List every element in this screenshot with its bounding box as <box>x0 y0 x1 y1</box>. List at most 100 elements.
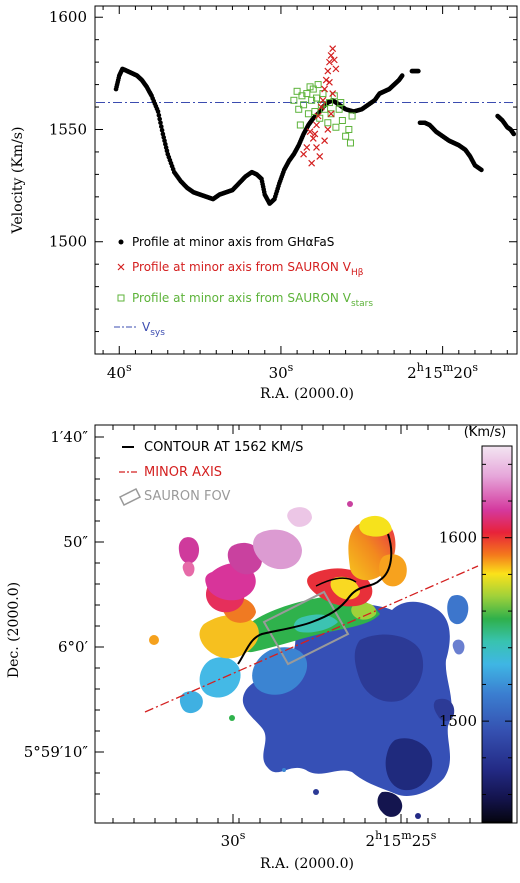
ghafas-point <box>479 167 484 173</box>
blob-dark-blue <box>354 634 424 702</box>
sauron-stars-point <box>316 114 324 122</box>
legend-entry-text: Vsys <box>142 320 165 338</box>
ghafas-point <box>511 131 517 137</box>
tick-seconds-unit: s <box>126 361 132 374</box>
ghafas-point <box>158 120 163 126</box>
speck-orange <box>149 635 159 645</box>
map-legend: CONTOUR AT 1562 KM/S MINOR AXIS SAURON FOV <box>118 440 303 507</box>
sauron-hbeta-point <box>330 56 338 64</box>
tick-seconds-unit: s <box>472 361 478 374</box>
blob-orange-right <box>379 554 407 587</box>
top-x-tick-label: 30s <box>269 361 294 382</box>
map-x-tick-label: 2h15m25s <box>366 829 437 850</box>
sauron-stars-point <box>337 99 345 107</box>
tick-hours-unit: h <box>375 829 382 842</box>
map-legend-text: MINOR AXIS <box>144 465 222 480</box>
legend-entry-text: Profile at minor axis from GHαFaS <box>132 235 334 249</box>
blob-lime <box>351 602 377 620</box>
ghafas-point <box>159 127 165 133</box>
sauron-stars-point <box>308 96 316 104</box>
blob-magenta-far-left <box>178 537 200 564</box>
tick-hours: 2 <box>366 832 376 850</box>
tick-seconds: 40 <box>107 364 126 382</box>
top-x-tick-labels: 40s 30s 2h15m20s <box>107 361 479 382</box>
tick-hours: 2 <box>407 364 417 382</box>
sauron-stars-point <box>295 105 303 113</box>
blob-pink-mid <box>253 529 302 570</box>
map-x-ticks: 30s 2h15m25s <box>112 425 471 850</box>
ghafas-point <box>157 116 162 122</box>
velocity-field-emission <box>149 501 469 819</box>
sauron-hbeta-point <box>314 112 322 120</box>
sauron-hbeta-point <box>326 58 333 66</box>
sauron-stars-point <box>335 105 343 113</box>
legend-label: V <box>142 320 151 334</box>
sauron-stars-point <box>313 94 321 102</box>
blob-pink-top <box>287 507 312 527</box>
sauron-stars-point <box>345 125 353 133</box>
tick-seconds-unit: s <box>288 361 294 374</box>
tick-minutes-unit: m <box>443 361 454 374</box>
sauron-stars-point <box>290 96 298 104</box>
map-x-axis-title: R.A. (2000.0) <box>260 856 354 872</box>
legend-cross-marker <box>117 263 125 271</box>
blob-cyan-left <box>199 657 241 698</box>
sauron-hbeta-point <box>324 67 332 75</box>
sauron-hbeta-point <box>308 159 316 167</box>
map-x-tick-label: 30s <box>221 829 246 850</box>
colorbar-tick-label: 1600 <box>439 529 477 547</box>
velocity-contour-secondary <box>315 577 357 587</box>
legend-subscript: Hβ <box>351 268 364 278</box>
sauron-stars-point <box>296 121 304 129</box>
tick-seconds: 30 <box>221 832 240 850</box>
map-y-axis-title: Dec. (2000.0) <box>6 582 22 678</box>
sauron-stars-point <box>304 110 312 118</box>
sauron-hbeta-point <box>327 51 335 59</box>
top-y-tick-label: 1600 <box>49 8 87 26</box>
sauron-stars-point <box>321 105 329 113</box>
sauron-hbeta-point <box>309 135 317 142</box>
blob-dark-tail <box>377 791 403 817</box>
top-x-tick-label: 40s <box>107 361 132 382</box>
tick-seconds: 20 <box>453 364 472 382</box>
top-data-series <box>113 45 517 206</box>
speck-green <box>229 715 235 721</box>
ghafas-point <box>158 124 164 129</box>
legend-label: Profile at minor axis from SAURON V <box>132 291 352 305</box>
sauron-stars-point <box>300 101 308 109</box>
sauron-stars-point <box>324 119 332 127</box>
sauron-stars-point <box>332 123 340 131</box>
blob-cyan-small <box>179 690 203 714</box>
sauron-hbeta-point <box>326 78 333 86</box>
legend-square-marker <box>117 294 125 302</box>
map-y-tick-label: 1′40″ <box>50 428 88 446</box>
ghafas-point <box>155 109 161 114</box>
ghafas-point <box>399 73 405 78</box>
sauron-stars-point <box>342 132 350 140</box>
blob-yellow-left <box>199 615 259 659</box>
sauron-stars-point <box>348 112 356 120</box>
top-y-tick-label: 1550 <box>49 120 87 138</box>
blob-yellow-upper-right <box>359 515 392 537</box>
top-y-tick-labels: 1500 1550 1600 <box>49 8 87 251</box>
sauron-stars-point <box>298 92 306 100</box>
sauron-hbeta-point <box>327 110 335 118</box>
blob-dark-blue-lower <box>385 738 433 791</box>
velocity-profile-chart: Profile at minor axis from GHαFaS Profile… <box>10 5 518 402</box>
legend-entry-text: Profile at minor axis from SAURON VHβ <box>132 260 364 278</box>
sauron-hbeta-point <box>329 90 337 97</box>
map-y-tick-label: 6°0′ <box>58 638 89 656</box>
tick-minutes: 15 <box>424 364 443 382</box>
legend-fov-sample <box>118 487 142 507</box>
legend-label: Profile at minor axis from SAURON V <box>132 260 352 274</box>
sauron-stars-point <box>330 92 338 100</box>
sauron-stars-point <box>311 108 319 116</box>
ghafas-point <box>416 68 421 74</box>
sauron-hbeta-point <box>321 85 329 93</box>
blob-magenta-upper <box>227 542 262 575</box>
sauron-hbeta-point <box>306 128 314 136</box>
sauron-stars-point <box>338 117 346 125</box>
sauron-stars-point <box>325 99 333 107</box>
tick-seconds: 25 <box>412 832 431 850</box>
